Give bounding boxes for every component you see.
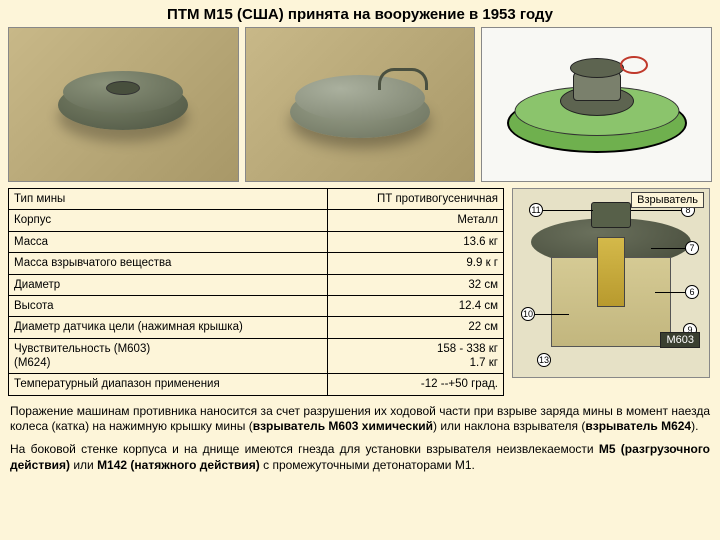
paragraph-1: Поражение машинам противника наносится з… <box>10 404 710 435</box>
callout-dot: 10 <box>521 307 535 321</box>
table-row: Диаметр датчика цели (нажимная крышка)22… <box>9 317 504 338</box>
table-row: Диаметр32 см <box>9 274 504 295</box>
top-image-row <box>0 27 720 182</box>
table-row: Чувствительность (М603) (М624)158 - 338 … <box>9 338 504 374</box>
paragraph-2: На боковой стенке корпуса и на днище име… <box>10 442 710 473</box>
mine-diagram-top <box>481 27 712 182</box>
callout-dot: 11 <box>529 203 543 217</box>
table-row: Тип миныПТ противогусеничная <box>9 189 504 210</box>
label-fuze: Взрыватель <box>631 192 704 208</box>
callout-dot: 7 <box>685 241 699 255</box>
spec-table: Тип миныПТ противогусеничная КорпусМетал… <box>8 188 504 396</box>
description-text: Поражение машинам противника наносится з… <box>0 400 720 473</box>
table-row: Масса13.6 кг <box>9 231 504 252</box>
table-row: КорпусМеталл <box>9 210 504 231</box>
callout-dot: 6 <box>685 285 699 299</box>
table-row: Масса взрывчатого вещества9.9 к г <box>9 253 504 274</box>
mine-photo-1 <box>8 27 239 182</box>
table-row: Высота12.4 см <box>9 295 504 316</box>
page-title: ПТМ М15 (США) принята на вооружение в 19… <box>0 0 720 27</box>
label-m603: М603 <box>660 332 700 348</box>
mine-cutaway-diagram: 11 8 7 6 9 10 13 <box>512 188 710 378</box>
mid-row: Тип миныПТ противогусеничная КорпусМетал… <box>0 188 720 400</box>
mine-photo-2 <box>245 27 476 182</box>
callout-dot: 13 <box>537 353 551 367</box>
cutaway-column: 11 8 7 6 9 10 13 Взрыватель М603 <box>512 188 712 396</box>
table-row: Температурный диапазон применения-12 --+… <box>9 374 504 395</box>
